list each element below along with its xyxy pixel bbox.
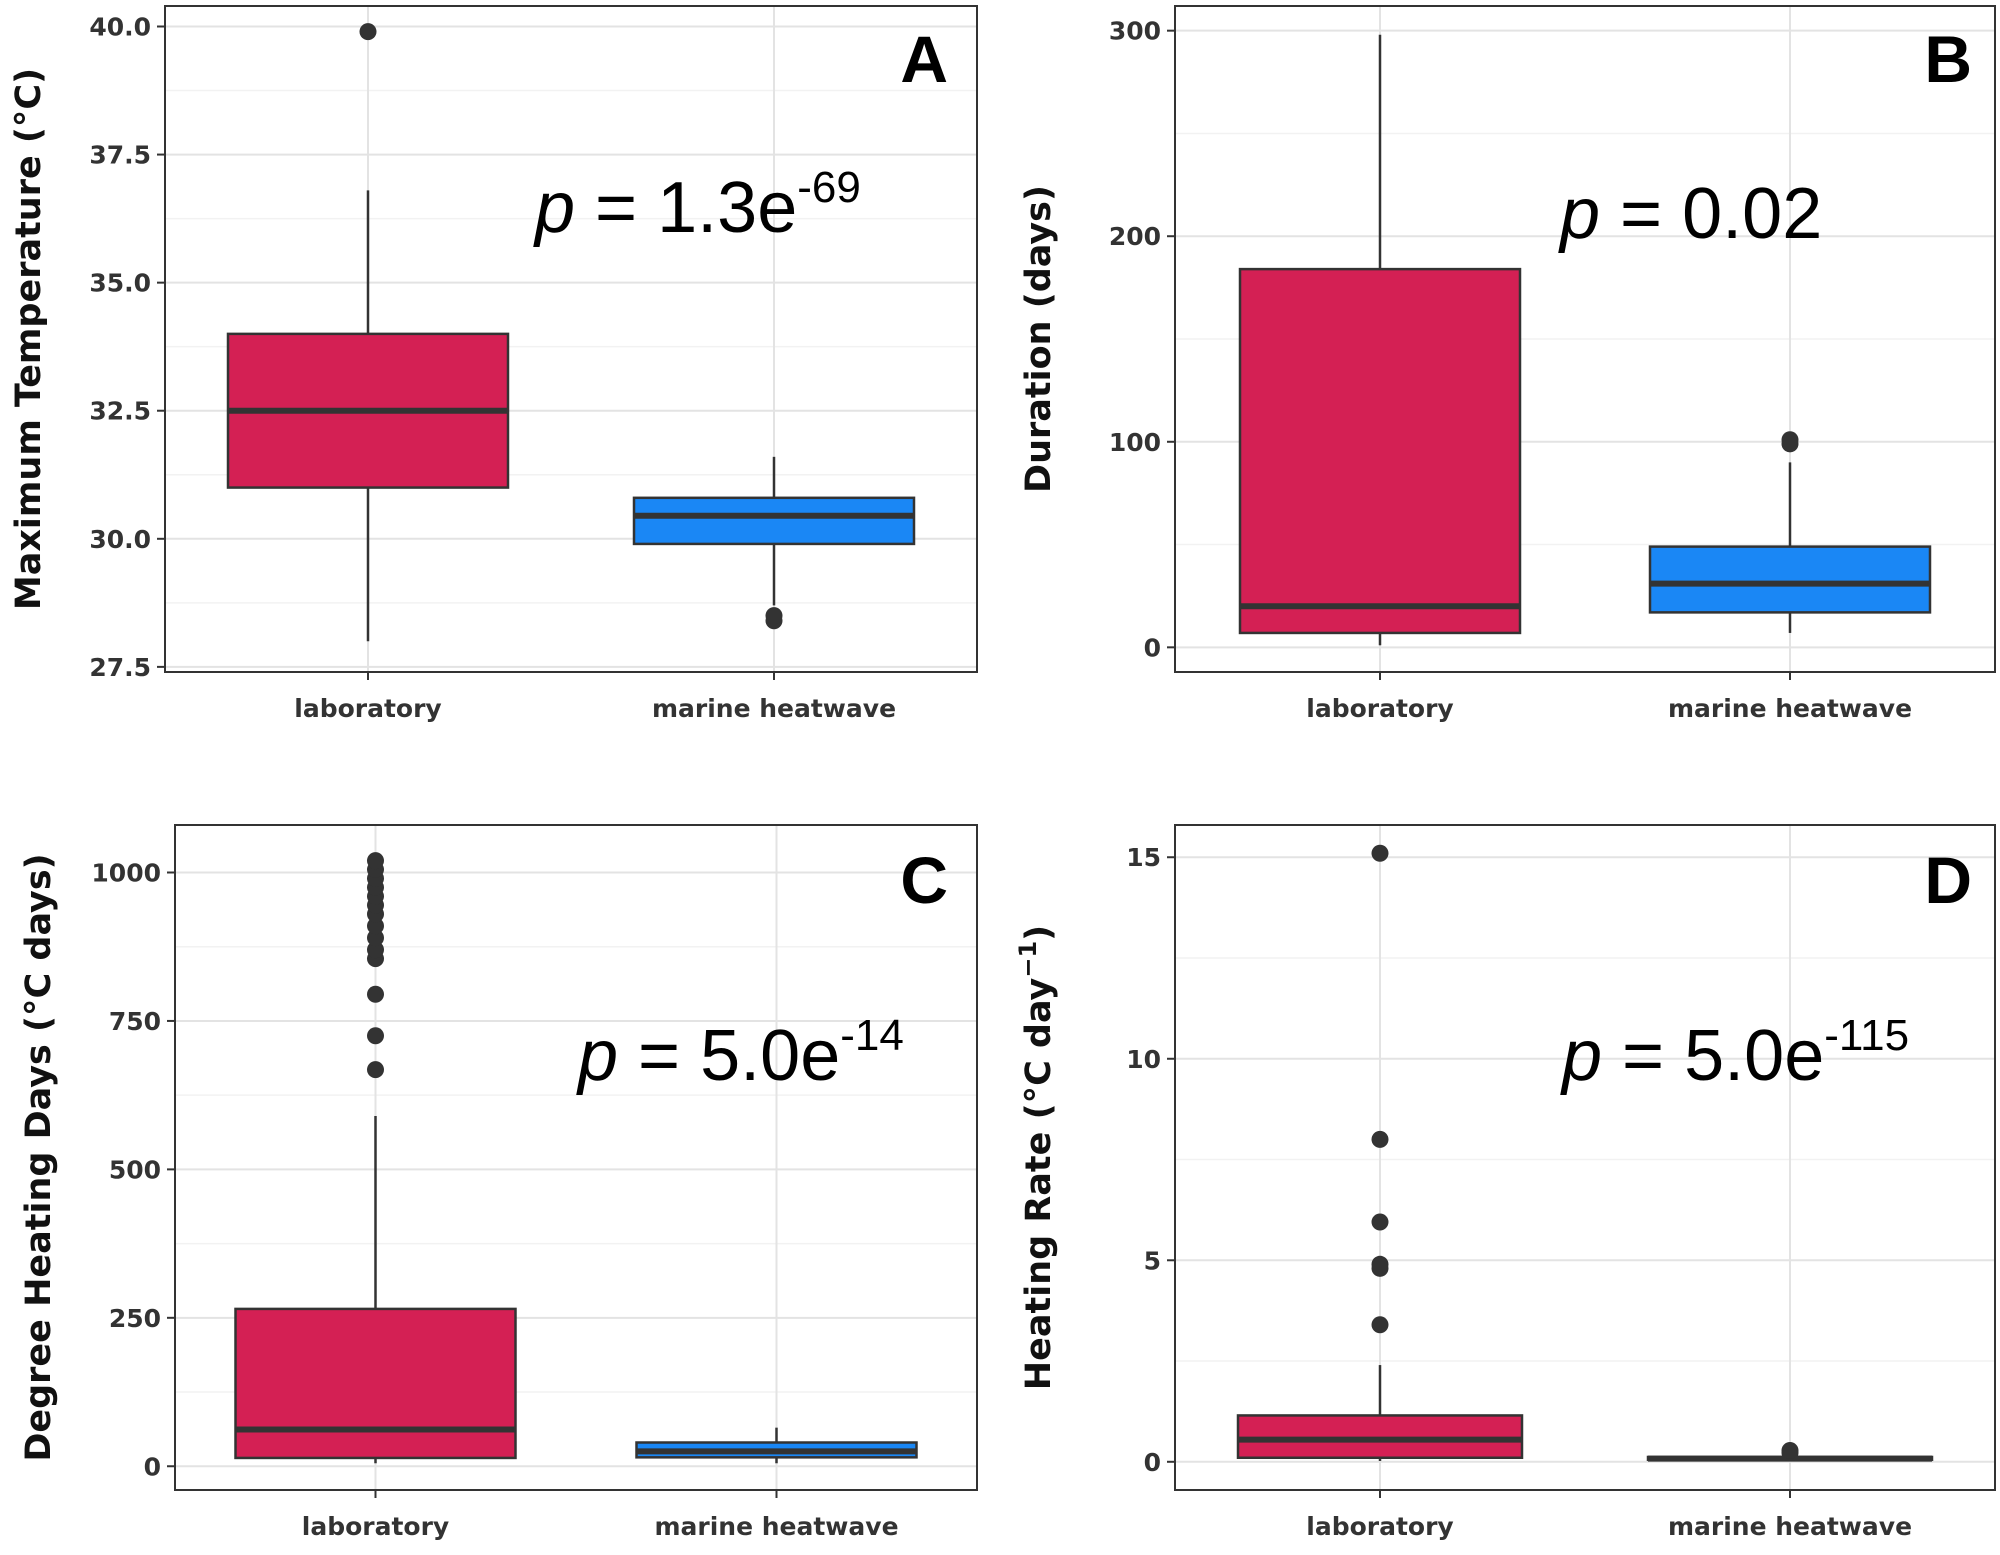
panel-b: 0 100 200 300 laboratory marine heatwave Durat… — [1019, 5, 1996, 723]
box-laboratory — [1236, 844, 1524, 1461]
box-laboratory — [1238, 34, 1522, 646]
panel-label-c: C — [900, 843, 948, 917]
p-value-text: = 0.02 — [1600, 174, 1822, 254]
p-value-annotation: p = 0.02 — [1558, 174, 1822, 254]
y-tick-label: 500 — [109, 1155, 161, 1184]
p-value-annotation: p = 5.0e-115 — [1560, 1011, 1909, 1096]
p-value-annotation: p = 5.0e-14 — [576, 1011, 904, 1096]
outlier-point — [1371, 844, 1389, 862]
box-marine-heatwave — [635, 1427, 918, 1464]
panel-label-d: D — [1924, 843, 1972, 917]
x-tick-label: laboratory — [1306, 1512, 1453, 1541]
outlier-point — [367, 929, 384, 947]
x-tick-label: marine heatwave — [1668, 1512, 1912, 1541]
y-tick-label: 0 — [144, 1452, 161, 1481]
y-tick-label: 1000 — [91, 859, 161, 888]
panel-label-b: B — [1924, 22, 1972, 96]
outlier-point — [1371, 1316, 1389, 1334]
y-tick-label: 27.5 — [89, 653, 151, 682]
p-value-exponent: -14 — [840, 1011, 904, 1060]
y-tick-label: 37.5 — [89, 141, 151, 170]
p-value-text: = 1.3e — [575, 168, 797, 248]
box-body — [234, 1307, 517, 1460]
y-tick-label: 100 — [1109, 428, 1161, 457]
plot-frame — [164, 5, 978, 673]
p-symbol: p — [1558, 174, 1600, 254]
y-tick-label: 40.0 — [89, 12, 151, 41]
y-tick-label: 30.0 — [89, 525, 151, 554]
p-value-text: = 5.0e — [618, 1016, 840, 1096]
y-tick-label: 35.0 — [89, 269, 151, 298]
outlier-point — [1371, 1255, 1389, 1273]
outlier-point — [359, 23, 377, 41]
x-tick-label: marine heatwave — [652, 694, 896, 723]
y-tick-label: 10 — [1126, 1045, 1161, 1074]
box-marine-heatwave — [1648, 431, 1932, 633]
y-tick-label: 250 — [109, 1304, 161, 1333]
y-axis-label-end: ) — [1019, 925, 1059, 941]
y-axis-label: Duration (days) — [1019, 185, 1059, 493]
y-tick-label: 32.5 — [89, 397, 151, 426]
outlier-point — [367, 941, 384, 959]
box-laboratory — [234, 852, 517, 1464]
y-axis-label-sup: −1 — [1014, 941, 1042, 978]
x-tick-label: laboratory — [302, 1512, 449, 1541]
y-tick-label: 200 — [1109, 222, 1161, 251]
outlier-point — [367, 1027, 384, 1045]
p-value-exponent: -115 — [1824, 1011, 1909, 1060]
y-tick-label: 5 — [1144, 1246, 1161, 1275]
panel-d: 0 5 10 15 laboratory marine heatwave Heating R… — [1014, 824, 1996, 1541]
p-symbol: p — [1560, 1016, 1602, 1096]
box-marine-heatwave — [632, 456, 916, 630]
x-tick-label: marine heatwave — [654, 1512, 898, 1541]
outlier-point — [367, 985, 384, 1003]
plot-frame — [1174, 824, 1996, 1491]
y-axis-label: Degree Heating Days (°C days) — [19, 853, 59, 1461]
y-tick-label: 15 — [1126, 843, 1161, 872]
outlier-point — [367, 917, 384, 935]
outlier-point — [1371, 1213, 1389, 1231]
box-body — [1238, 267, 1522, 635]
box-body — [632, 496, 916, 546]
panel-label-a: A — [900, 22, 948, 96]
outlier-point — [765, 607, 783, 625]
box-body — [1236, 1414, 1524, 1460]
outlier-point — [1781, 1442, 1799, 1460]
panel-c: 0 250 500 750 1000 laboratory marine heatwave D… — [19, 824, 978, 1541]
y-axis-label: Heating Rate (°C day−1) — [1014, 925, 1059, 1390]
outlier-point — [367, 852, 384, 870]
outlier-point — [1371, 1130, 1389, 1148]
p-symbol: p — [533, 168, 575, 248]
box-laboratory — [226, 23, 510, 642]
x-tick-label: marine heatwave — [1668, 694, 1912, 723]
plot-frame — [174, 824, 978, 1491]
outlier-point — [1781, 431, 1799, 449]
box-marine-heatwave — [1646, 1442, 1934, 1462]
x-tick-label: laboratory — [294, 694, 441, 723]
box-body — [1648, 545, 1932, 614]
p-value-exponent: -69 — [797, 163, 861, 212]
y-tick-label: 0 — [1144, 633, 1161, 662]
panel-a: 27.5 30.0 32.5 35.0 37.5 40.0 laboratory marine… — [9, 5, 978, 723]
y-tick-label: 750 — [109, 1007, 161, 1036]
y-axis-label: Maximum Temperature (°C) — [9, 68, 49, 610]
y-tick-label: 300 — [1109, 17, 1161, 46]
outlier-point — [367, 1061, 384, 1079]
p-symbol: p — [576, 1016, 618, 1096]
x-tick-label: laboratory — [1306, 694, 1453, 723]
plot-frame — [1174, 5, 1996, 673]
y-tick-label: 0 — [1144, 1448, 1161, 1477]
p-value-text: = 5.0e — [1602, 1016, 1824, 1096]
p-value-annotation: p = 1.3e-69 — [533, 163, 861, 248]
